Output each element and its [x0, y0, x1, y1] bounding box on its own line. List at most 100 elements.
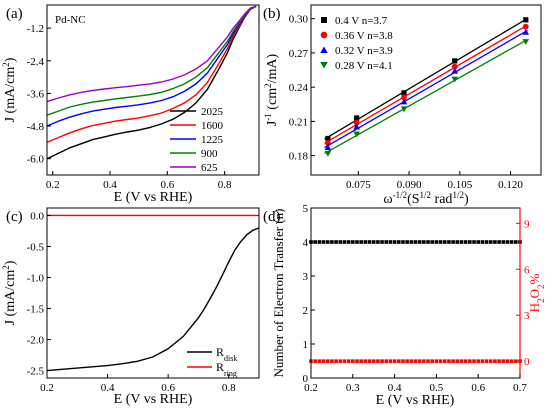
- panel-a-legend-item: 1225: [170, 134, 224, 146]
- panel-d-data-point: [451, 240, 455, 244]
- panel-b-data-point: [522, 39, 530, 45]
- panel-b-ylabel: J-1 (cm2/mA): [263, 54, 280, 127]
- panel-d-xtick-label: 0.7: [513, 382, 527, 394]
- panel-b-data-point: [401, 94, 407, 101]
- panel-d-data-point: [484, 359, 489, 363]
- svg-text:1600: 1600: [201, 120, 224, 132]
- panel-d-data-point: [325, 240, 330, 244]
- panel-c-ylabel: J (mA/cm2): [1, 260, 18, 325]
- panel-d-ytick-label: 0: [303, 373, 309, 385]
- panel-a-ytick-label: -6.0: [27, 154, 45, 166]
- panel-c: 0.2 0.4 0.6 0.8-2.5-2.0-1.5-1.0-0.50.0 (c) …: [1, 207, 260, 407]
- panel-d-data-point: [342, 240, 347, 244]
- panel-a-ytick-label: -4.8: [27, 121, 45, 133]
- panel-a-frame: [46, 4, 260, 176]
- panel-d-data-point: [493, 240, 497, 244]
- panel-c-xtick-label: 0.8: [222, 382, 236, 394]
- panel-d-label: (d): [263, 209, 281, 225]
- panel-c-legend-item: Rdisk: [187, 345, 237, 363]
- panel-d-data-point: [355, 359, 359, 363]
- panel-d-data-point: [342, 359, 347, 363]
- panel-d-xtick-label: 0.6: [471, 382, 485, 394]
- panel-a-xtick-label: 0.2: [46, 179, 60, 191]
- panel-c-ytick-label: -1.5: [27, 304, 45, 316]
- panel-d-data-point: [476, 359, 480, 363]
- panel-b-data-point: [353, 131, 360, 138]
- panel-b-data-point: [400, 98, 408, 105]
- panel-b-data-point: [523, 17, 529, 23]
- panel-d-series: [309, 240, 522, 363]
- panel-d-xtick-label: 0.3: [346, 382, 360, 394]
- panel-d-data-point: [321, 359, 326, 363]
- panel-d-data-point: [505, 240, 510, 244]
- panel-d-data-point: [514, 359, 518, 363]
- panel-d-xlabel: E (V vs RHE): [376, 393, 455, 408]
- panel-b-ytick-label: 0.21: [289, 116, 308, 128]
- svg-text:0.36 V n=3.8: 0.36 V n=3.8: [335, 30, 393, 42]
- panel-b-legend-item: 0.4 V n=3.7: [321, 15, 388, 27]
- panel-d-data-point: [313, 359, 317, 363]
- panel-d-data-point: [488, 359, 493, 363]
- panel-b-legend-item: 0.28 V n=4.1: [320, 60, 393, 72]
- panel-d-data-point: [434, 240, 439, 244]
- panel-b-ytick-label: 0.18: [289, 151, 309, 163]
- panel-a-series: [46, 5, 257, 160]
- panel-d-data-point: [325, 359, 330, 363]
- panel-a-series-line: [46, 5, 257, 116]
- panel-c-legend-item: Rring: [187, 360, 237, 378]
- panel-d-ytick-right-label: 3: [524, 310, 530, 322]
- svg-text:900: 900: [201, 148, 218, 160]
- panel-d-data-point: [380, 240, 384, 244]
- panel-d-ticks: 0.2 0.3 0.4 0.5 0.6 0.7 0 1 2 3 4 5 0 3 6 9: [303, 203, 531, 394]
- svg-text:Rring: Rring: [216, 360, 237, 378]
- panel-d-data-point: [493, 359, 497, 363]
- panel-d-data-point: [401, 240, 405, 244]
- panel-b: 0.075 0.090 0.105 0.120 0.18 0.21 0.24 0.27 0.30…: [263, 4, 542, 207]
- panel-b-legend: 0.4 V n=3.7 0.36 V n=3.8 0.32 V n=3.9 0.…: [320, 15, 393, 72]
- panel-c-xtick-label: 0.2: [40, 382, 54, 394]
- svg-text:0.4 V n=3.7: 0.4 V n=3.7: [335, 15, 388, 27]
- panel-d-data-point: [371, 359, 376, 363]
- panel-d-data-point: [388, 359, 393, 363]
- panel-d-data-point: [430, 359, 435, 363]
- panel-a: 0.2 0.4 0.6 0.8 -6.0 -4.8 -3.6 -2.4 -1.2 (a) Pd-…: [1, 4, 260, 205]
- panel-d-data-point: [430, 240, 435, 244]
- panel-d-data-point: [505, 359, 510, 363]
- panel-b-series: [324, 17, 530, 157]
- panel-d-data-point: [438, 359, 443, 363]
- panel-a-series-line: [46, 5, 257, 127]
- panel-d-data-point: [351, 359, 355, 363]
- panel-d-data-point: [463, 359, 468, 363]
- panel-c-series-line: [46, 227, 260, 372]
- panel-a-label: (a): [6, 6, 23, 22]
- panel-d: 0.2 0.3 0.4 0.5 0.6 0.7 0 1 2 3 4 5 0 3 6 9 (d) E (V vs…: [263, 203, 546, 408]
- panel-b-data-point: [451, 67, 459, 74]
- panel-d-data-point: [455, 240, 460, 244]
- panel-d-data-point: [317, 359, 322, 363]
- panel-d-data-point: [396, 359, 401, 363]
- panel-d-ytick-right-label: 9: [524, 218, 530, 230]
- panel-d-data-point: [313, 240, 317, 244]
- panel-d-data-point: [392, 240, 397, 244]
- panel-d-ylabel: Number of Electron Transfer (n): [271, 209, 286, 378]
- panel-b-xtick-label: 0.075: [346, 179, 371, 191]
- svg-text:Rdisk: Rdisk: [216, 345, 237, 363]
- panel-d-data-point: [472, 240, 476, 244]
- panel-c-series: [46, 214, 260, 372]
- panel-d-data-point: [438, 240, 443, 244]
- panel-b-data-point: [354, 115, 360, 121]
- panel-b-data-point: [401, 90, 407, 96]
- panel-d-data-point: [384, 359, 389, 363]
- panel-d-data-point: [413, 240, 418, 244]
- panel-a-ytick-label: -1.2: [27, 23, 44, 35]
- panel-c-ytick-label: -2.0: [27, 335, 45, 347]
- panel-b-frame: [310, 4, 542, 176]
- panel-d-data-point: [484, 240, 489, 244]
- panel-d-data-point: [359, 240, 363, 244]
- panel-c-ytick-label: 0.0: [30, 210, 44, 222]
- panel-c-frame: [46, 207, 260, 379]
- panel-d-data-point: [442, 240, 447, 244]
- panel-a-ticks: 0.2 0.4 0.6 0.8 -6.0 -4.8 -3.6 -2.4 -1.2: [27, 23, 232, 191]
- panel-a-series-line: [46, 5, 257, 144]
